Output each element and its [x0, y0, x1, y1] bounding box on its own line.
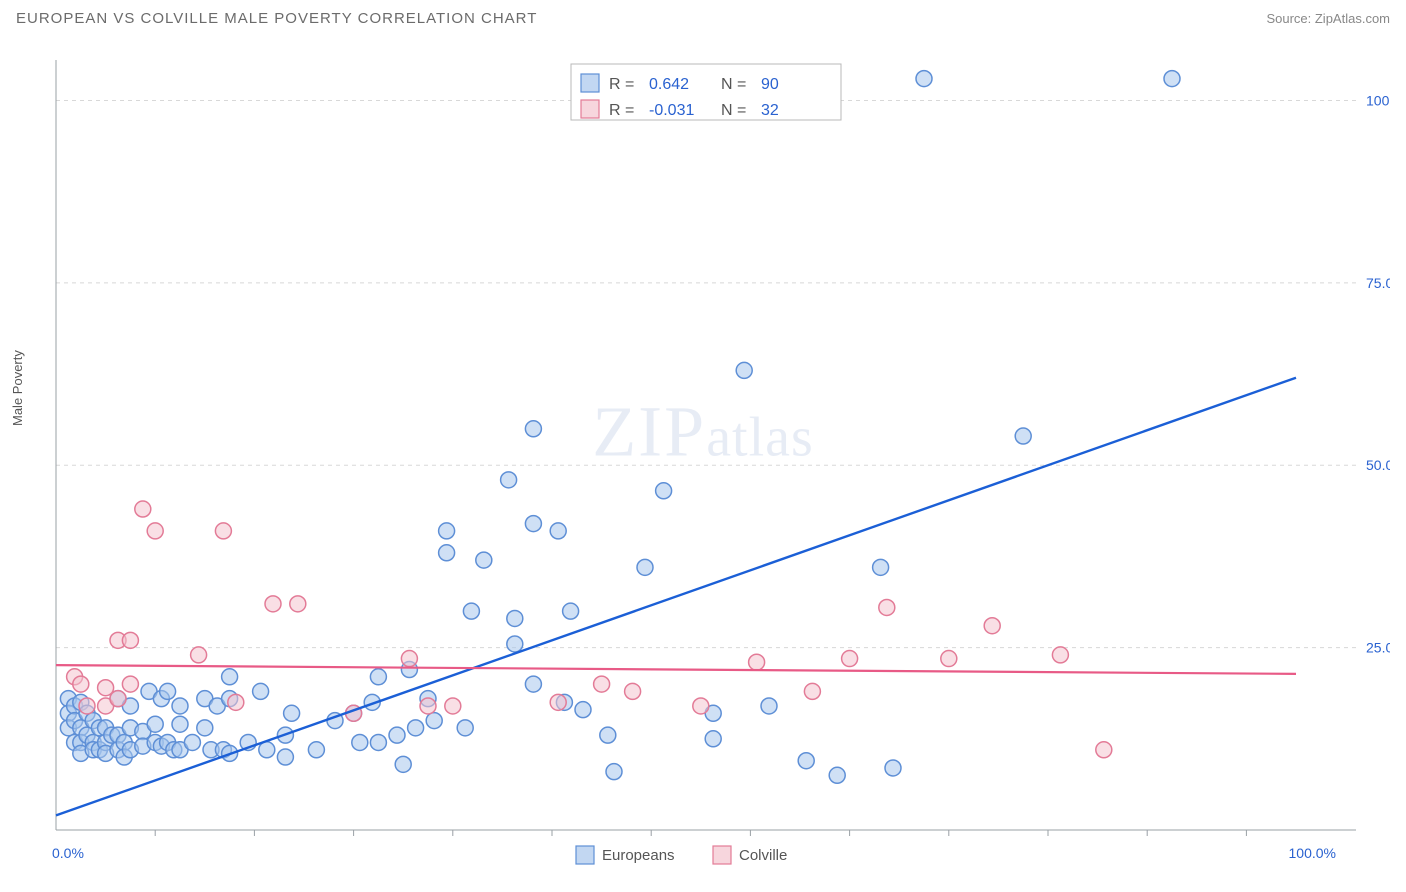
data-point	[1096, 742, 1112, 758]
legend-label: Europeans	[602, 847, 675, 864]
data-point	[253, 683, 269, 699]
data-point	[761, 698, 777, 714]
source-label: Source: ZipAtlas.com	[1266, 11, 1390, 26]
data-point	[426, 713, 442, 729]
data-point	[476, 552, 492, 568]
data-point	[408, 720, 424, 736]
stats-r-value: 0.642	[649, 76, 689, 93]
data-point	[420, 698, 436, 714]
data-point	[525, 421, 541, 437]
data-point	[172, 716, 188, 732]
data-point	[172, 698, 188, 714]
data-point	[191, 647, 207, 663]
scatter-chart: 25.0% 50.0% 75.0% 100.0% 0.0% 100.0% R = 0.642 N…	[16, 40, 1390, 892]
trend-line	[56, 665, 1296, 674]
data-point	[736, 362, 752, 378]
data-point	[563, 603, 579, 619]
data-point	[941, 651, 957, 667]
data-point	[277, 749, 293, 765]
stats-r-label: R =	[609, 76, 634, 93]
data-point	[463, 603, 479, 619]
data-point	[370, 669, 386, 685]
data-point	[829, 767, 845, 783]
data-point	[873, 559, 889, 575]
data-point	[693, 698, 709, 714]
data-point	[1015, 428, 1031, 444]
data-point	[507, 636, 523, 652]
data-point	[79, 698, 95, 714]
data-point	[401, 651, 417, 667]
stats-r-value: -0.031	[649, 102, 694, 119]
data-point	[135, 501, 151, 517]
y-tick-label: 75.0%	[1366, 275, 1390, 291]
data-point	[804, 683, 820, 699]
data-point	[370, 734, 386, 750]
data-point	[1052, 647, 1068, 663]
y-tick-label: 50.0%	[1366, 457, 1390, 473]
data-point	[445, 698, 461, 714]
data-point	[122, 632, 138, 648]
data-point	[265, 596, 281, 612]
data-point	[879, 599, 895, 615]
data-point	[600, 727, 616, 743]
data-point	[550, 694, 566, 710]
data-point	[222, 669, 238, 685]
data-point	[147, 716, 163, 732]
data-point	[197, 720, 213, 736]
data-point	[439, 523, 455, 539]
stats-r-label: R =	[609, 102, 634, 119]
data-point	[228, 694, 244, 710]
data-point	[798, 753, 814, 769]
data-point	[594, 676, 610, 692]
chart-container: Male Poverty ZIPatlas 25.0%50.0%75.0%100…	[16, 40, 1390, 892]
data-point	[885, 760, 901, 776]
data-point	[308, 742, 324, 758]
data-point	[73, 676, 89, 692]
data-point	[984, 618, 1000, 634]
data-point	[395, 756, 411, 772]
stats-n-value: 32	[761, 102, 779, 119]
data-point	[110, 691, 126, 707]
data-point	[160, 683, 176, 699]
chart-title: EUROPEAN VS COLVILLE MALE POVERTY CORREL…	[16, 10, 537, 27]
data-point	[749, 654, 765, 670]
y-tick-label: 100.0%	[1366, 92, 1390, 108]
data-point	[457, 720, 473, 736]
stats-n-label: N =	[721, 102, 746, 119]
data-point	[352, 734, 368, 750]
data-point	[525, 516, 541, 532]
data-point	[122, 676, 138, 692]
y-axis-label: Male Poverty	[10, 350, 25, 426]
stats-n-value: 90	[761, 76, 779, 93]
data-point	[290, 596, 306, 612]
data-point	[705, 731, 721, 747]
y-tick-label: 25.0%	[1366, 640, 1390, 656]
data-point	[637, 559, 653, 575]
data-point	[215, 523, 231, 539]
data-point	[184, 734, 200, 750]
data-point	[525, 676, 541, 692]
data-point	[147, 523, 163, 539]
x-tick-label: 0.0%	[52, 845, 84, 861]
data-point	[575, 702, 591, 718]
data-point	[916, 71, 932, 87]
data-point	[606, 764, 622, 780]
data-point	[842, 651, 858, 667]
legend-swatch	[713, 846, 731, 864]
data-point	[550, 523, 566, 539]
legend-swatch	[576, 846, 594, 864]
data-point	[439, 545, 455, 561]
data-point	[656, 483, 672, 499]
data-point	[389, 727, 405, 743]
data-point	[284, 705, 300, 721]
x-tick-label: 100.0%	[1289, 845, 1336, 861]
legend-swatch	[581, 100, 599, 118]
data-point	[625, 683, 641, 699]
data-point	[1164, 71, 1180, 87]
legend-swatch	[581, 74, 599, 92]
stats-n-label: N =	[721, 76, 746, 93]
legend-label: Colville	[739, 847, 787, 864]
data-point	[507, 610, 523, 626]
data-point	[501, 472, 517, 488]
